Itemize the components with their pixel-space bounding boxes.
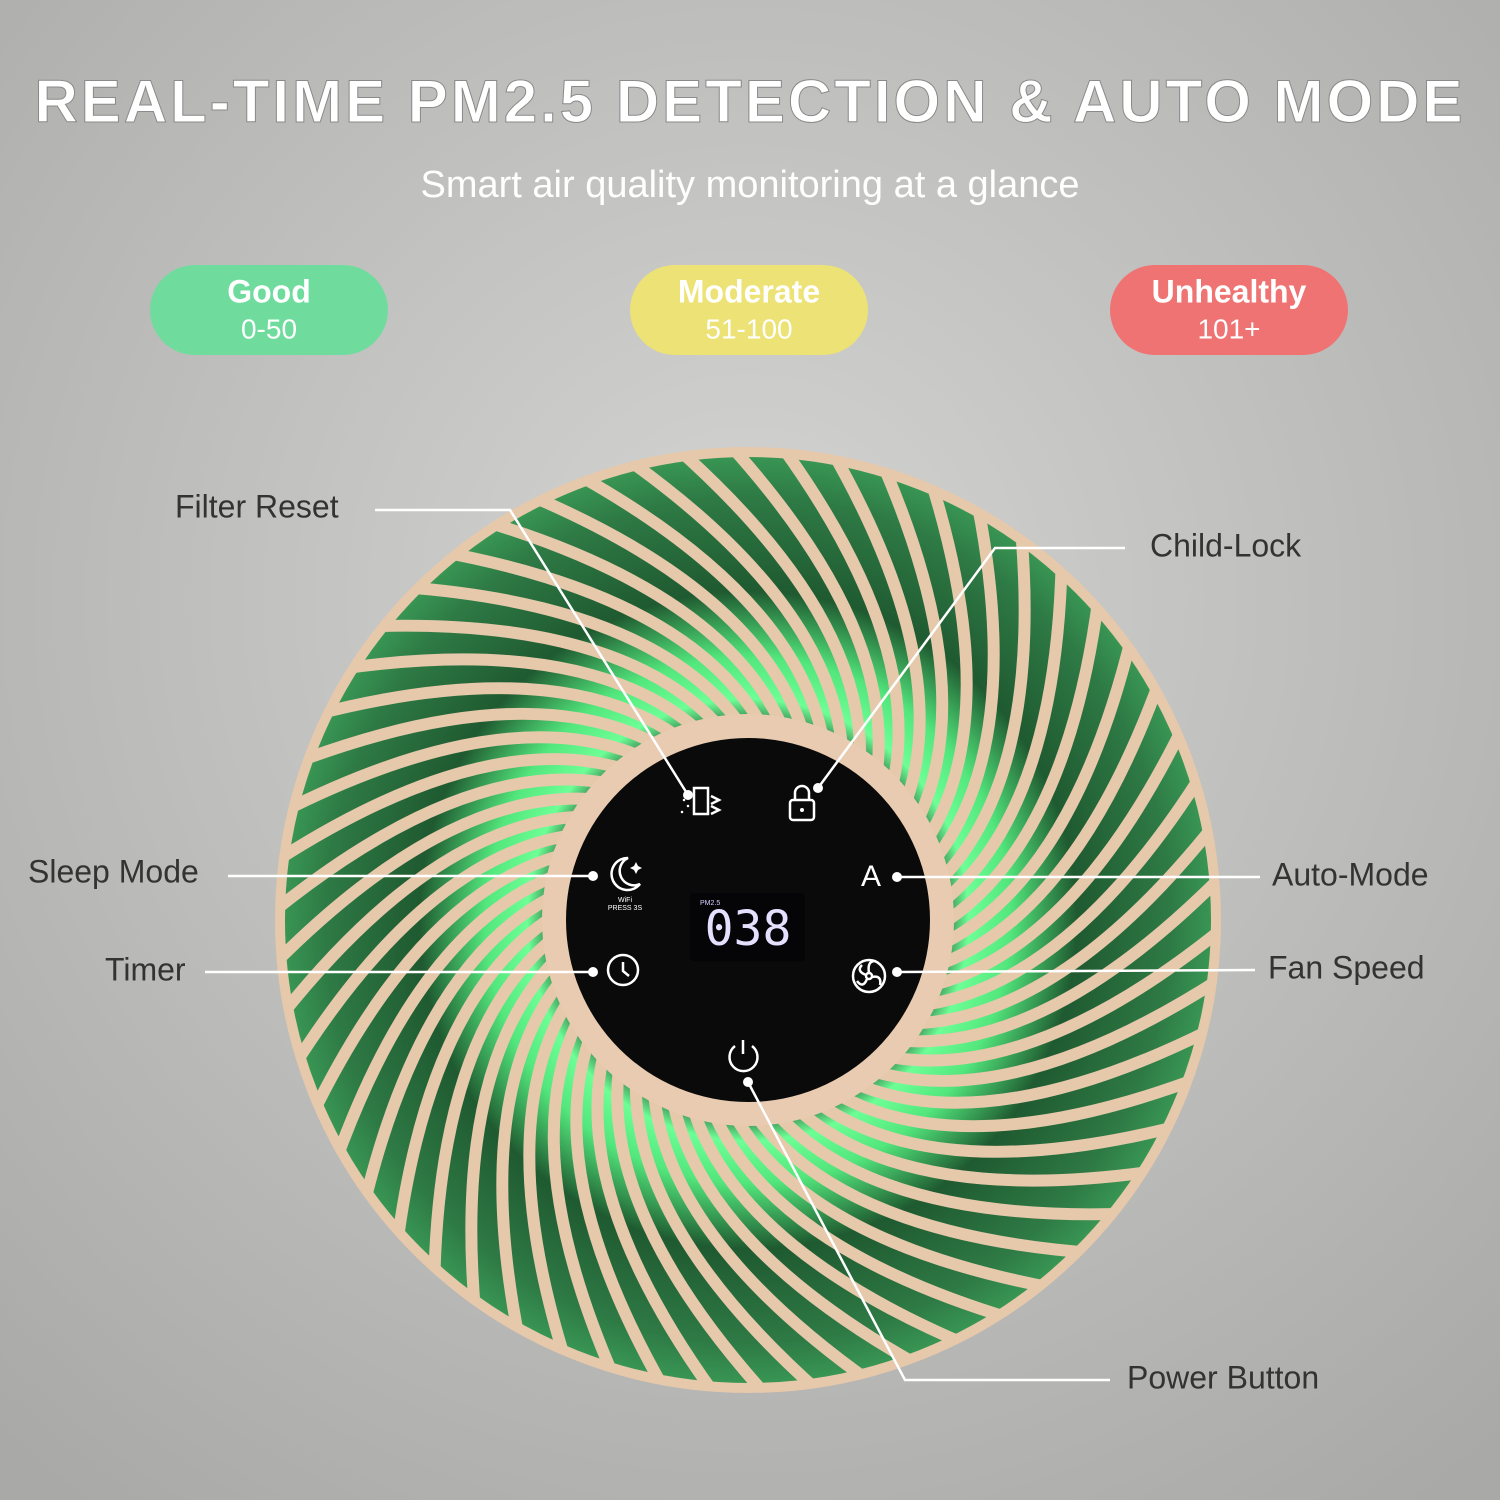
badge-range: 51-100: [705, 313, 792, 344]
grille-slat: [752, 1113, 1100, 1259]
grille-slat: [795, 1106, 1164, 1187]
grille-slat: [568, 466, 829, 741]
wifi-label: WiFi: [618, 897, 632, 904]
grille-slat: [648, 1090, 879, 1390]
grille-slat: [688, 1106, 976, 1352]
grille-slat: [308, 682, 680, 741]
grille-slat: [523, 997, 573, 1371]
badge-good: [150, 265, 388, 355]
display-label: PM2.5: [700, 900, 720, 907]
timer-icon: [606, 953, 640, 987]
grille-slat: [901, 866, 1218, 1048]
grille-slat: [570, 1035, 673, 1390]
grille-slat: [278, 792, 595, 974]
grille-slat: [940, 626, 1139, 948]
level-badges: Good 0-50 Moderate 51-100 Unhealthy 101+: [150, 265, 1348, 355]
grille-slat: [629, 1079, 828, 1390]
rim: [275, 447, 1221, 1393]
auto-icon: A: [861, 860, 881, 893]
grille-slat: [611, 1066, 776, 1390]
grille-slat: [823, 450, 926, 805]
grille-slat: [617, 450, 848, 750]
power-icon: [728, 1040, 759, 1073]
callout-label: Child-Lock: [1150, 527, 1302, 563]
sleep-icon: WiFi PRESS 3S: [608, 856, 643, 912]
grille-slat: [304, 850, 565, 1124]
grille-slat: [362, 619, 722, 729]
grille-slat: [709, 1111, 1021, 1326]
grille-slat: [871, 969, 1218, 1087]
grille-slat: [278, 753, 625, 871]
grille-slat: [774, 1111, 1134, 1221]
callouts: Filter Reset Child-Lock Sleep Mode Auto-…: [28, 488, 1429, 1395]
display: [690, 893, 805, 961]
grille-slat: [396, 581, 744, 727]
grille-slat: [667, 1099, 928, 1374]
grille-slat: [520, 488, 808, 734]
grille-slat: [475, 514, 787, 729]
grille-slat: [913, 814, 1218, 1030]
grille-slat: [434, 545, 765, 727]
press-label: PRESS 3S: [608, 905, 643, 912]
callout-label: Power Button: [1127, 1359, 1319, 1395]
callout-line: [746, 1081, 1110, 1382]
grille-slat: [720, 450, 885, 774]
grille-slat: [390, 914, 554, 1254]
grille-slat: [854, 1021, 1218, 1109]
callout-label: Filter Reset: [175, 488, 339, 524]
grille-slat: [816, 1099, 1188, 1158]
grille-slat: [937, 518, 1031, 884]
badge-range: 0-50: [241, 313, 297, 344]
grille-slat: [940, 550, 1068, 905]
grille-slat: [937, 669, 1168, 969]
grille-slat: [278, 731, 642, 819]
badge-label: Good: [227, 273, 311, 309]
grille: [278, 450, 1218, 1390]
grille-slat: [332, 653, 701, 734]
grille-slat: [668, 450, 867, 761]
grille-slat: [731, 1113, 1062, 1295]
title: REAL-TIME PM2.5 DETECTION & AUTO MODE: [34, 68, 1465, 135]
grille-slat: [931, 716, 1192, 990]
grille-slat: [923, 469, 973, 843]
badge-label: Unhealthy: [1152, 273, 1307, 309]
subtitle: Smart air quality monitoring at a glance: [421, 164, 1080, 206]
child-lock-icon: [788, 784, 816, 822]
grille-slat: [591, 1051, 725, 1390]
callout-line: [816, 546, 1125, 789]
grille-slat: [288, 707, 661, 769]
fan: [275, 447, 1221, 1393]
grille-slat: [496, 977, 565, 1349]
callout-label: Auto-Mode: [1272, 856, 1429, 892]
grille-slat: [328, 871, 559, 1171]
callout-label: Timer: [105, 951, 186, 987]
badge-moderate: [630, 265, 868, 355]
pm-reading: 038: [705, 901, 792, 957]
badge-label: Moderate: [678, 273, 820, 309]
callout-dots: [588, 783, 902, 1087]
grille-slat: [278, 773, 609, 923]
grille-slat: [942, 586, 1106, 926]
grille-slat: [835, 1071, 1208, 1133]
fan-speed-icon: [851, 958, 887, 994]
badge-range: 101+: [1197, 313, 1260, 344]
callout-line: [896, 968, 1256, 974]
grille-slat: [874, 452, 949, 823]
grille-slat: [771, 450, 905, 789]
grille-slat: [887, 917, 1218, 1067]
grille-slat: [923, 764, 1211, 1010]
grille-slat: [465, 956, 559, 1322]
grille-slat: [547, 1017, 622, 1388]
badge-unhealthy: [1110, 265, 1348, 355]
grille-slat: [357, 892, 556, 1214]
grille-slat: [285, 830, 573, 1076]
callout-label: Fan Speed: [1268, 949, 1425, 985]
callout-label: Sleep Mode: [28, 853, 199, 889]
grille-slat: [428, 935, 556, 1290]
callout-line: [375, 508, 690, 796]
